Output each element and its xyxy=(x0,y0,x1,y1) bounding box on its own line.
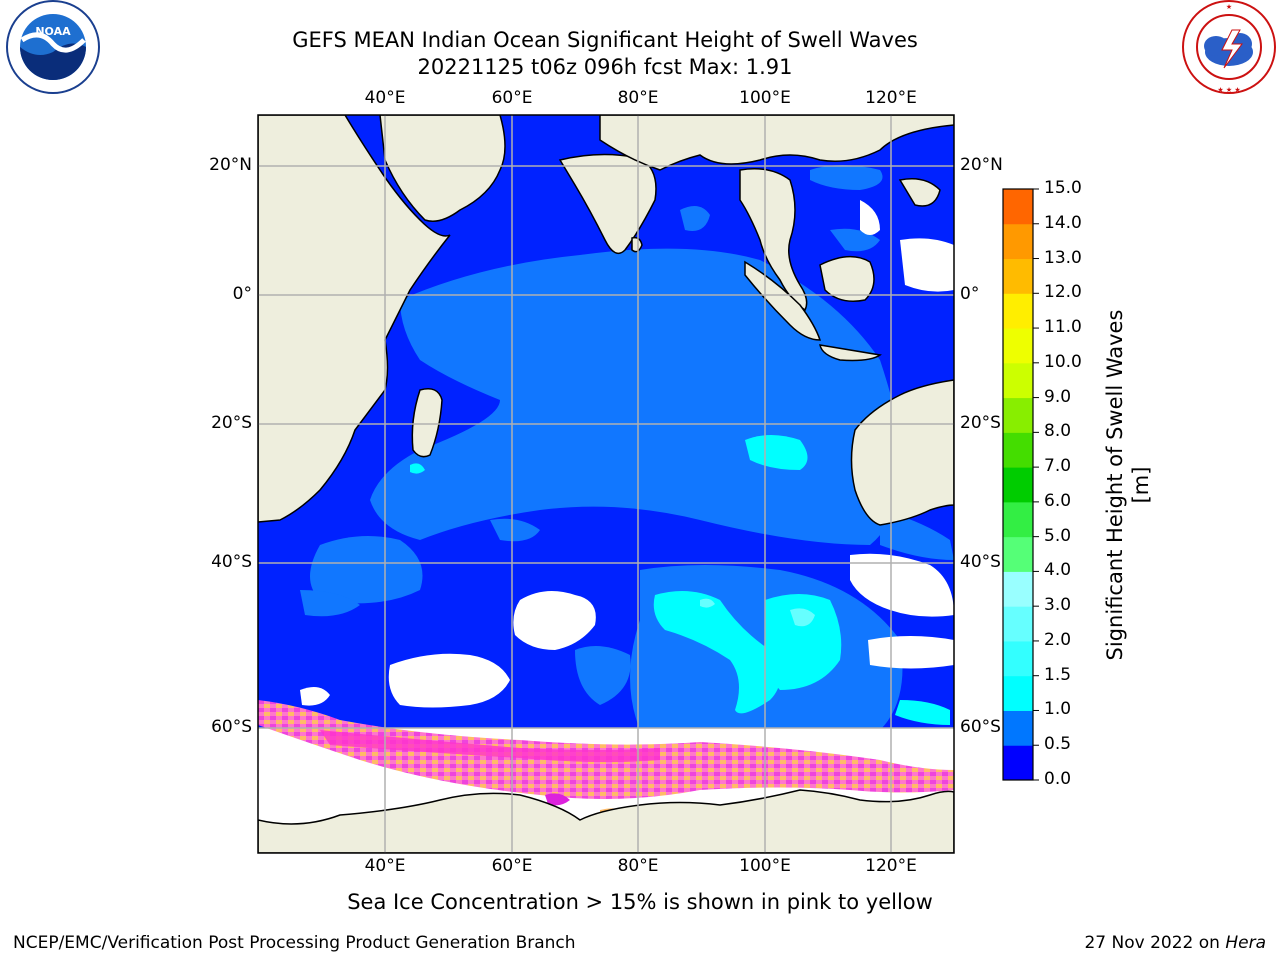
lat-tick-right: 20°S xyxy=(960,413,1001,433)
nws-logo: ★ ★ ★ ★ xyxy=(1182,0,1276,94)
svg-text:★ ★ ★: ★ ★ ★ xyxy=(1217,86,1240,94)
colorbar-tick-label: 0.5 xyxy=(1044,734,1072,755)
colorbar-tick-label: 0.0 xyxy=(1044,769,1072,789)
colorbar-segment xyxy=(1003,293,1033,329)
lat-tick-left: 60°S xyxy=(211,717,252,737)
colorbar-label: Significant Height of Swell Waves [m] xyxy=(1103,309,1153,661)
colorbar-tick-label: 8.0 xyxy=(1044,421,1072,442)
colorbar-frame xyxy=(1002,188,1034,781)
colorbar-tick-label: 14.0 xyxy=(1044,212,1082,233)
sea-ice-note: Sea Ice Concentration > 15% is shown in … xyxy=(347,890,933,914)
colorbar-segment xyxy=(1003,501,1033,538)
lat-tick-left: 20°S xyxy=(211,413,252,433)
colorbar-segment xyxy=(1003,362,1033,399)
swell-1.0-1.5-regions xyxy=(410,435,950,725)
colorbar-tick-label: 10.0 xyxy=(1044,351,1082,372)
colorbar-segment xyxy=(1003,223,1033,260)
colorbar-segment xyxy=(1003,745,1033,781)
colorbar-segment xyxy=(1003,432,1033,468)
swell-1.5-2.0-regions xyxy=(700,598,815,627)
lon-tick-top: 80°E xyxy=(617,88,659,108)
colorbar-segment xyxy=(1003,328,1033,364)
colorbar-segment xyxy=(1003,710,1033,746)
machine-name: Hera xyxy=(1225,933,1266,953)
lat-tick-left: 0° xyxy=(232,284,252,304)
graticule xyxy=(258,115,954,853)
lon-tick-bottom: 60°E xyxy=(491,856,533,876)
noaa-logo-text: NOAA xyxy=(35,25,71,38)
colorbar-tick-label: 3.0 xyxy=(1044,595,1072,616)
map-frame xyxy=(257,114,955,854)
colorbar-segment xyxy=(1003,606,1033,642)
date-stamp: 27 Nov 2022 on Hera xyxy=(1084,933,1266,953)
colorbar-tick-label: 9.0 xyxy=(1044,386,1072,407)
lon-tick-top: 120°E xyxy=(865,88,917,108)
colorbar-segment xyxy=(1003,397,1033,433)
colorbar-segment xyxy=(1003,536,1033,572)
map-area xyxy=(258,115,954,853)
date-text: 27 Nov 2022 on xyxy=(1084,933,1226,953)
lat-tick-left: 20°N xyxy=(209,155,252,175)
noaa-logo: NOAA xyxy=(6,0,100,94)
lon-tick-bottom: 80°E xyxy=(617,856,659,876)
colorbar-tick-label: 6.0 xyxy=(1044,490,1072,511)
lat-tick-right: 40°S xyxy=(960,552,1001,572)
credit-text: NCEP/EMC/Verification Post Processing Pr… xyxy=(13,933,576,953)
lat-tick-left: 40°S xyxy=(211,552,252,572)
colorbar-tick-label: 2.0 xyxy=(1044,629,1072,650)
colorbar-tick-label: 4.0 xyxy=(1044,560,1072,581)
colorbar-tick-label: 1.0 xyxy=(1044,699,1072,720)
lon-tick-bottom: 100°E xyxy=(739,856,791,876)
colorbar-segment xyxy=(1003,571,1033,607)
lon-tick-bottom: 120°E xyxy=(865,856,917,876)
colorbar-tick-label: 15.0 xyxy=(1044,178,1082,198)
colorbar-tick-label: 11.0 xyxy=(1044,317,1082,338)
colorbar-tick-label: 1.5 xyxy=(1044,664,1072,685)
colorbar-segment xyxy=(1003,467,1033,503)
lat-tick-right: 0° xyxy=(960,284,980,304)
map-subtitle: 20221125 t06z 096h fcst Max: 1.91 xyxy=(417,55,793,79)
colorbar-segment xyxy=(1003,189,1033,225)
lat-tick-right: 20°N xyxy=(960,155,1003,175)
colorbar xyxy=(1003,188,1039,781)
colorbar-segment xyxy=(1003,258,1033,294)
colorbar-tick-label: 12.0 xyxy=(1044,282,1082,303)
colorbar-segment xyxy=(1003,640,1033,677)
land-masses xyxy=(258,115,954,853)
colorbar-segment xyxy=(1003,675,1033,711)
colorbar-tick-label: 7.0 xyxy=(1044,456,1072,477)
map-title: GEFS MEAN Indian Ocean Significant Heigh… xyxy=(292,28,918,52)
lon-tick-top: 60°E xyxy=(491,88,533,108)
lon-tick-bottom: 40°E xyxy=(364,856,406,876)
colorbar-tick-label: 13.0 xyxy=(1044,247,1082,268)
lon-tick-top: 40°E xyxy=(364,88,406,108)
no-data-patches xyxy=(300,200,954,708)
colorbar-tick-label: 5.0 xyxy=(1044,525,1072,546)
svg-text:★: ★ xyxy=(1226,3,1232,11)
lat-tick-right: 60°S xyxy=(960,717,1001,737)
lon-tick-top: 100°E xyxy=(739,88,791,108)
